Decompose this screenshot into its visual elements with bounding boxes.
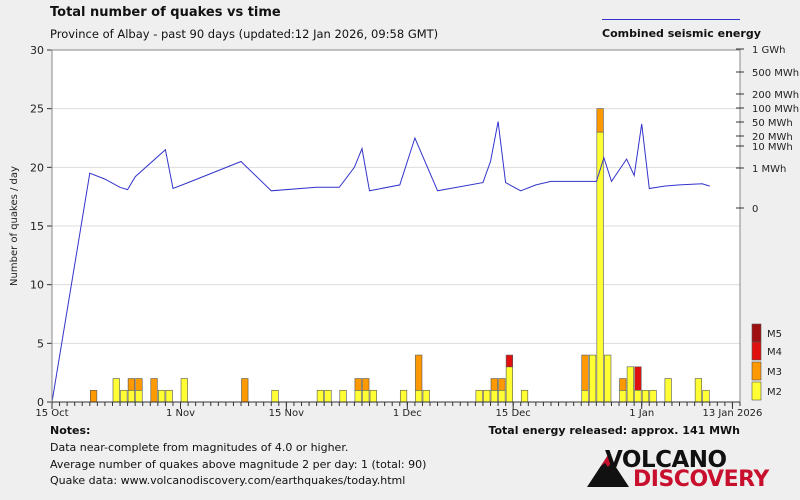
- energy-tick-label: 1 MWh: [752, 164, 786, 175]
- magnitude-legend-swatch: [751, 381, 762, 401]
- y-tick-label: 25: [30, 103, 44, 116]
- note-line-2: Average number of quakes above magnitude…: [50, 458, 427, 471]
- bar-m3: [581, 354, 589, 391]
- bar-m2: [596, 131, 604, 403]
- note-line-3: Quake data: www.volcanodiscovery.com/ear…: [50, 474, 406, 487]
- bar-m3: [150, 378, 158, 403]
- bar-m2: [649, 389, 657, 403]
- energy-tick-label: 1 GWh: [752, 45, 786, 56]
- bar-m3: [241, 378, 249, 403]
- energy-tick-label: 0: [752, 204, 758, 215]
- bar-m2: [641, 389, 650, 403]
- bar-m2: [354, 389, 362, 403]
- logo-text-volcano: VOLCANO: [605, 447, 727, 473]
- bar-m3: [135, 378, 143, 391]
- x-tick-label: 15 Oct: [35, 408, 68, 419]
- energy-tick-label: 100 MWh: [752, 104, 799, 115]
- bar-m2: [415, 389, 423, 403]
- bar-m2: [664, 378, 672, 403]
- x-tick-label: 15 Dec: [496, 408, 531, 419]
- bar-m2: [120, 389, 128, 403]
- bar-m3: [490, 378, 498, 391]
- bar-m2: [498, 389, 506, 403]
- magnitude-legend-swatch: [751, 361, 762, 381]
- bar-m2: [339, 389, 347, 403]
- bar-m3: [415, 354, 423, 391]
- logo-text-discovery: DISCOVERY: [633, 467, 769, 492]
- bar-m2: [112, 378, 120, 403]
- bar-m3: [362, 378, 370, 391]
- volcano-logo-icon: [587, 455, 629, 487]
- notes-title: Notes:: [50, 424, 91, 437]
- y-tick-label: 20: [30, 161, 44, 174]
- bar-m2: [399, 389, 408, 403]
- x-tick-label: 15 Nov: [269, 408, 305, 419]
- energy-legend-label: Combined seismic energy: [602, 27, 761, 40]
- bar-m2: [588, 354, 597, 403]
- bar-m2: [369, 389, 377, 403]
- bar-m2: [271, 389, 279, 403]
- bar-m3: [354, 378, 362, 391]
- bar-m2: [520, 389, 529, 403]
- magnitude-legend-label: M5: [767, 329, 782, 340]
- energy-tick-label: 50 MWh: [752, 118, 793, 129]
- bar-m2: [581, 389, 589, 403]
- y-tick-label: 10: [30, 279, 44, 292]
- energy-tick-label: 200 MWh: [752, 90, 799, 101]
- bar-m2: [694, 378, 702, 403]
- magnitude-legend-swatch: [751, 323, 762, 343]
- bar-m2: [127, 389, 135, 403]
- bar-m2: [702, 389, 710, 403]
- bar-m3: [596, 108, 604, 133]
- y-tick-label: 30: [30, 44, 44, 57]
- chart-title: Total number of quakes vs time: [50, 5, 281, 20]
- x-tick-label: 1 Jan: [629, 408, 654, 419]
- energy-legend-line: [602, 19, 740, 20]
- bar-m2: [604, 354, 612, 403]
- bar-m4: [505, 354, 513, 368]
- x-tick-label: 1 Nov: [166, 408, 195, 419]
- bar-m2: [422, 389, 430, 403]
- magnitude-legend-label: M3: [767, 367, 782, 378]
- bar-m2: [362, 389, 370, 403]
- magnitude-legend-swatch: [751, 341, 762, 361]
- magnitude-legend-label: M2: [767, 387, 782, 398]
- note-line-1: Data near-complete from magnitudes of 4.…: [50, 441, 349, 454]
- y-axis-label: Number of quakes / day: [9, 166, 20, 286]
- bar-m4: [634, 366, 642, 391]
- bar-m2: [626, 366, 634, 403]
- bar-m2: [180, 378, 188, 403]
- quakes-chart: 0 5 10 15 20 25 30 15 Oct 1 Nov 15 Nov 1 Dec 15 Dec…: [9, 44, 799, 419]
- magnitude-legend-label: M4: [767, 347, 782, 358]
- bar-m3: [90, 389, 98, 403]
- bar-m3: [619, 378, 627, 391]
- bar-m3: [498, 378, 506, 391]
- energy-tick-label: 20 MWh: [752, 132, 793, 143]
- volcanodiscovery-logo: VOLCANO DISCOVERY: [585, 447, 769, 492]
- bar-m2: [619, 389, 627, 403]
- y-tick-label: 5: [37, 337, 44, 350]
- y-tick-label: 15: [30, 220, 44, 233]
- bar-m2: [324, 389, 332, 403]
- bar-m2: [316, 389, 324, 403]
- bar-m2: [158, 389, 166, 403]
- bar-m2: [135, 389, 143, 403]
- bar-m3: [127, 378, 135, 391]
- energy-tick-label: 10 MWh: [752, 142, 793, 153]
- bar-m2: [634, 389, 642, 403]
- x-tick-label: 13 Jan 2026: [702, 408, 762, 419]
- bar-m2: [490, 389, 498, 403]
- x-tick-label: 1 Dec: [393, 408, 422, 419]
- bar-m2: [483, 389, 491, 403]
- chart-subtitle: Province of Albay - past 90 days (update…: [50, 27, 439, 41]
- bar-m2: [505, 366, 513, 403]
- bar-m2: [165, 389, 173, 403]
- bar-m2: [475, 389, 483, 403]
- energy-tick-label: 500 MWh: [752, 68, 799, 79]
- energy-line: [51, 121, 710, 403]
- energy-total: Total energy released: approx. 141 MWh: [488, 424, 740, 437]
- y-tick-label: 0: [37, 396, 44, 409]
